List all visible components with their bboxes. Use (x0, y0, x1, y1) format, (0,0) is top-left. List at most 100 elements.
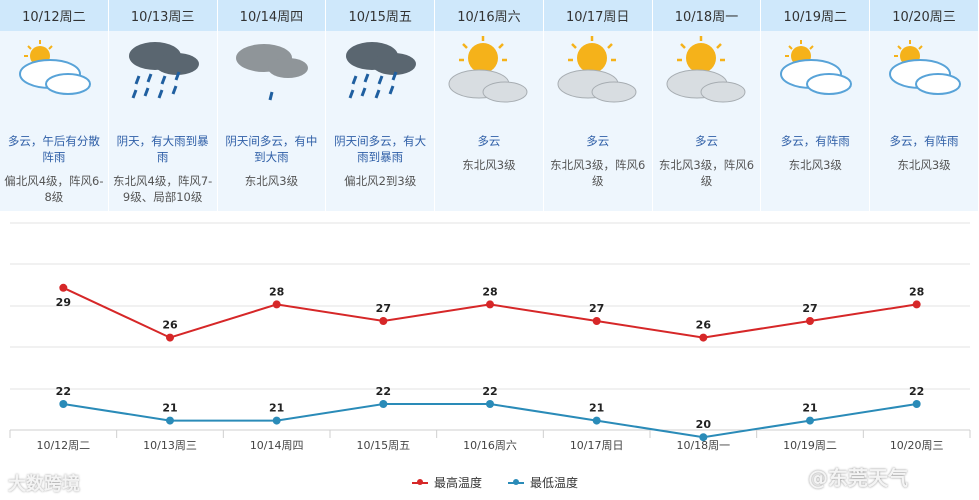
x-tick-label: 10/14周四 (250, 439, 304, 452)
sunny-cloudy-icon (663, 36, 751, 112)
day-weather-desc: 阴天，有大雨到暴雨 (116, 134, 209, 164)
day-card: 10/14周四 阴天间多云，有中到大雨 东北风3级 (217, 0, 327, 211)
cloudy-light-rain-icon (228, 36, 316, 112)
day-weather-desc: 多云，有阵雨 (780, 134, 850, 148)
sunny-cloudy-icon (445, 36, 533, 112)
data-point (166, 333, 174, 342)
day-weather-desc: 多云 (694, 134, 718, 148)
data-label: 28 (909, 285, 924, 298)
partly-cloudy-icon (880, 36, 968, 112)
data-label: 22 (376, 385, 391, 398)
day-weather-desc: 多云，午后有分散阵雨 (7, 134, 100, 164)
data-label: 28 (269, 285, 284, 298)
legend-low: 最低温度 (508, 474, 578, 491)
day-card: 10/17周日 多云 东北风3级，阵风6级 (543, 0, 653, 211)
data-label: 22 (56, 385, 71, 398)
x-tick-label: 10/16周六 (463, 439, 517, 452)
forecast-strip: 10/12周二 多云，午后有分散阵雨 偏北风4级，阵风6-8级 10/13周三 … (0, 0, 979, 211)
x-tick-label: 10/18周一 (676, 439, 730, 452)
day-card: 10/18周一 多云 东北风3级，阵风6级 (652, 0, 762, 211)
data-label: 20 (696, 418, 712, 431)
data-label: 21 (269, 402, 284, 415)
day-wind-desc: 东北风3级 (462, 158, 516, 172)
data-label: 26 (162, 319, 178, 332)
day-date: 10/14周四 (217, 0, 326, 31)
heavy-rain-icon (336, 36, 424, 112)
day-wind-desc: 东北风4级，阵风7-9级、局部10级 (113, 174, 213, 204)
data-point (592, 416, 601, 425)
data-point (59, 283, 68, 292)
legend-low-label: 最低温度 (530, 476, 579, 490)
series-line-low (63, 403, 917, 439)
data-label: 26 (696, 319, 712, 332)
data-point (592, 317, 601, 325)
chart-legend: 最高温度 最低温度 (412, 474, 578, 491)
data-point (806, 416, 814, 425)
sunny-cloudy-icon (554, 36, 642, 112)
data-point (699, 433, 708, 442)
day-weather-desc: 多云 (477, 134, 501, 148)
day-card: 10/19周二 多云，有阵雨 东北风3级 (761, 0, 871, 211)
data-label: 21 (162, 402, 177, 415)
day-date: 10/17周日 (543, 0, 652, 31)
data-point (806, 317, 814, 325)
day-card: 10/15周五 阴天间多云，有大雨到暴雨 偏北风2到3级 (326, 0, 436, 211)
partly-cloudy-icon (10, 36, 98, 112)
day-weather-desc: 多云 (586, 134, 610, 148)
day-date: 10/12周二 (0, 0, 108, 31)
x-tick-label: 10/19周二 (783, 439, 837, 452)
data-label: 21 (802, 402, 817, 415)
legend-low-marker (508, 478, 525, 485)
data-point (486, 300, 494, 309)
x-tick-label: 10/13周三 (143, 439, 197, 452)
watermark-right: @东莞天气 (808, 466, 908, 490)
data-point (166, 416, 174, 425)
day-date: 10/20周三 (870, 0, 978, 31)
day-weather-desc: 阴天间多云，有大雨到暴雨 (334, 134, 427, 164)
day-card: 10/20周三 多云，有阵雨 东北风3级 (870, 0, 979, 211)
x-tick-label: 10/15周五 (356, 439, 410, 452)
data-point (272, 300, 281, 309)
data-label: 27 (376, 302, 391, 315)
data-label: 21 (589, 402, 604, 415)
day-wind-desc: 东北风3级，阵风6级 (658, 158, 755, 188)
day-date: 10/13周三 (108, 0, 217, 31)
day-card: 10/12周二 多云，午后有分散阵雨 偏北风4级，阵风6-8级 (0, 0, 109, 211)
data-label: 22 (482, 385, 497, 398)
x-tick-label: 10/17周日 (570, 439, 624, 452)
temperature-chart: 10/12周二 10/13周三 10/14周四 10/15周五 10/16周六 10/17… (9, 222, 971, 452)
data-label: 27 (802, 302, 817, 315)
day-wind-desc: 东北风3级 (788, 158, 842, 172)
x-tick-label: 10/12周二 (36, 439, 90, 452)
day-card: 10/13周三 阴天，有大雨到暴雨 东北风4级，阵风7-9级、局部10级 (108, 0, 218, 211)
data-point (379, 317, 388, 325)
day-wind-desc: 偏北风2到3级 (344, 174, 417, 188)
day-weather-desc: 多云，有阵雨 (889, 134, 959, 148)
day-wind-desc: 东北风3级 (244, 174, 299, 188)
data-label: 27 (589, 302, 604, 315)
watermark-left: 大数跨境 (8, 474, 80, 495)
day-date: 10/18周一 (652, 0, 761, 31)
data-point (912, 400, 921, 408)
heavy-rain-icon (119, 36, 207, 112)
day-weather-desc: 阴天间多云，有中到大雨 (225, 134, 318, 164)
data-point (486, 400, 494, 408)
data-point (59, 400, 68, 408)
day-wind-desc: 东北风3级 (897, 158, 951, 172)
legend-high: 最高温度 (412, 474, 482, 491)
legend-high-marker (412, 478, 428, 485)
day-date: 10/16周六 (435, 0, 543, 31)
partly-cloudy-icon (771, 36, 859, 112)
legend-high-label: 最高温度 (434, 476, 483, 490)
day-wind-desc: 偏北风4级，阵风6-8级 (4, 174, 104, 204)
data-point (912, 300, 921, 309)
x-tick-label: 10/20周三 (890, 439, 944, 452)
data-label: 22 (909, 385, 924, 398)
data-label: 29 (56, 296, 71, 309)
data-label: 28 (482, 285, 497, 298)
data-point (272, 416, 281, 425)
day-wind-desc: 东北风3级，阵风6级 (550, 158, 646, 188)
data-point (699, 333, 708, 342)
day-date: 10/19周二 (761, 0, 870, 31)
data-point (379, 400, 388, 408)
